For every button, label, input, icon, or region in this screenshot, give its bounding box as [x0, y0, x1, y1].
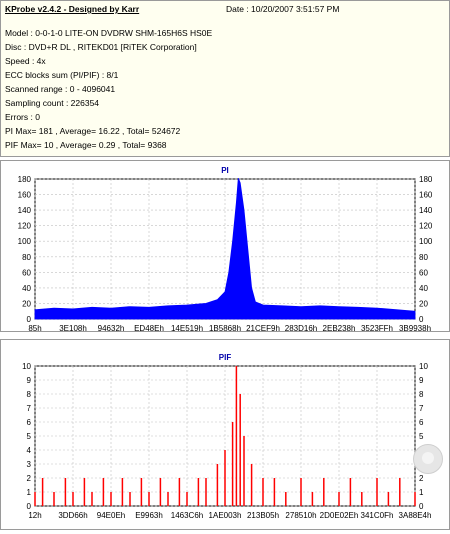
pi-y-tick-label: 180: [18, 175, 32, 184]
pi-y-tick-label-right: 180: [419, 175, 433, 184]
pif-y-tick-label-right: 1: [419, 488, 424, 497]
pi-x-tick-label: 283D16h: [285, 324, 317, 331]
pi-x-tick-label: 14E519h: [171, 324, 203, 331]
scan-date: Date : 10/20/2007 3:51:57 PM: [226, 4, 340, 14]
pi-y-tick-label-right: 0: [419, 315, 424, 324]
pif-x-tick-label: 3A88E4h: [399, 511, 432, 520]
pi-x-tick-label: 3E108h: [59, 324, 87, 331]
pi-y-tick-label: 160: [18, 191, 32, 200]
pi-chart: PI 0 0 20 20 40 40 60 60 80 80 100 100 120 120 140 140 16…: [18, 166, 433, 333]
pi-series-area: [34, 178, 416, 320]
info-line: Errors : 0: [5, 112, 40, 122]
pi-y-tick-label-right: 100: [419, 237, 433, 246]
info-panel: KProbe v2.4.2 - Designed by Karr Date : …: [0, 0, 450, 157]
pif-y-tick-label: 9: [27, 376, 32, 385]
info-line: Speed : 4x: [5, 56, 46, 66]
pif-y-tick-label-right: 2: [419, 474, 424, 483]
pi-y-tick-label-right: 120: [419, 222, 433, 231]
pif-y-tick-label: 3: [27, 460, 32, 469]
pif-y-tick-label: 7: [27, 404, 32, 413]
info-line: ECC blocks sum (PI/PIF) : 8/1: [5, 70, 119, 80]
pi-x-tick-label: 94632h: [98, 324, 125, 331]
pif-y-tick-label-right: 5: [419, 432, 424, 441]
pi-y-tick-label: 140: [18, 206, 32, 215]
pi-y-tick-label: 20: [22, 299, 31, 308]
pi-x-tick-label: 2EB238h: [323, 324, 356, 331]
pi-x-tick-label: 85h: [28, 324, 41, 331]
pif-x-tick-label: 3DD66h: [58, 511, 87, 520]
info-line: PI Max= 181 , Average= 16.22 , Total= 52…: [5, 126, 181, 136]
pif-x-tick-label: 1AE003h: [209, 511, 242, 520]
pif-x-tick-label: 1463C6h: [171, 511, 203, 520]
pif-y-tick-label-right: 6: [419, 418, 424, 427]
pif-y-tick-label-right: 9: [419, 376, 424, 385]
pif-x-tick-label: 213B05h: [247, 511, 279, 520]
pif-y-tick-label-right: 0: [419, 502, 424, 511]
pif-x-tick-label: 341C0Fh: [361, 511, 394, 520]
pi-y-tick-label: 100: [18, 237, 32, 246]
pif-x-tick-label: 94E0Eh: [97, 511, 125, 520]
pif-x-tick-label: E9963h: [135, 511, 163, 520]
pi-y-tick-label-right: 140: [419, 206, 433, 215]
pi-x-tick-label: 21CEF9h: [246, 324, 280, 331]
pif-chart-panel: PIF00112233445566778899101012h3DD66h94E0…: [0, 339, 450, 530]
pi-x-tick-label: ED48Eh: [134, 324, 164, 331]
pif-y-tick-label-right: 10: [419, 362, 428, 371]
pif-y-tick-label: 4: [27, 446, 32, 455]
info-line: Model : 0-0-1-0 LITE-ON DVDRW SHM-165H6S…: [5, 28, 213, 38]
info-line: PIF Max= 10 , Average= 0.29 , Total= 936…: [5, 140, 167, 150]
pi-y-tick-label: 120: [18, 222, 32, 231]
pi-y-tick-label-right: 160: [419, 191, 433, 200]
pi-y-tick-label: 0: [27, 315, 32, 324]
pi-y-tick-label: 80: [22, 253, 31, 262]
app-title: KProbe v2.4.2 - Designed by Karr: [5, 4, 140, 14]
pi-chart-title: PI: [221, 166, 229, 175]
pi-y-tick-label: 60: [22, 268, 31, 277]
pif-y-tick-label-right: 7: [419, 404, 424, 413]
pif-y-tick-label: 0: [27, 502, 32, 511]
pi-x-tick-label: 3523FFh: [361, 324, 393, 331]
pif-chart-title: PIF: [219, 353, 232, 362]
pif-x-tick-label: 12h: [28, 511, 41, 520]
pif-y-tick-label: 6: [27, 418, 32, 427]
pif-x-tick-label: 278510h: [285, 511, 316, 520]
pif-y-tick-label-right: 8: [419, 390, 424, 399]
pi-y-tick-label: 40: [22, 284, 31, 293]
info-line: Disc : DVD+R DL , RITEKD01 [RiTEK Corpor…: [5, 42, 197, 52]
pif-y-tick-label: 8: [27, 390, 32, 399]
info-line: Scanned range : 0 - 4096041: [5, 84, 116, 94]
pi-x-tick-label: 1B5868h: [209, 324, 241, 331]
info-line: Sampling count : 226354: [5, 98, 100, 108]
pif-y-tick-label: 5: [27, 432, 32, 441]
pi-y-tick-label-right: 40: [419, 284, 428, 293]
watermark-icon: [413, 444, 443, 474]
pif-x-tick-label: 2D0E02Eh: [320, 511, 359, 520]
pi-y-tick-label-right: 60: [419, 268, 428, 277]
pif-chart: PIF00112233445566778899101012h3DD66h94E0…: [22, 353, 432, 520]
pif-y-tick-label: 2: [27, 474, 32, 483]
pi-y-tick-label-right: 80: [419, 253, 428, 262]
pi-y-tick-label-right: 20: [419, 299, 428, 308]
pi-chart-panel: PI 0 0 20 20 40 40 60 60 80 80 100 100 120 120 140 140 16…: [0, 160, 450, 333]
pi-x-tick-label: 3B9938h: [399, 324, 431, 331]
pif-y-tick-label: 1: [27, 488, 32, 497]
pif-y-tick-label: 10: [22, 362, 31, 371]
